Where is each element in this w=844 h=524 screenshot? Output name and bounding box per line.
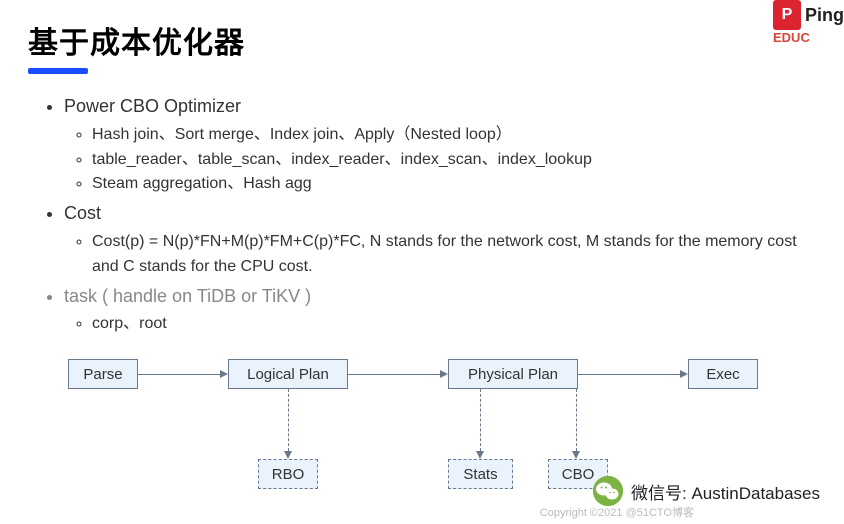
- arrow-head-icon: [680, 370, 688, 378]
- logo-text1: Ping: [805, 5, 844, 26]
- slide: P Ping EDUC 基于成本优化器 Power CBO Optimizer H…: [0, 0, 844, 524]
- flow-node-logical: Logical Plan: [228, 359, 348, 389]
- arrow-head-icon: [476, 451, 484, 459]
- wechat-id: AustinDatabases: [691, 484, 820, 503]
- sub-item: corp、root: [92, 312, 816, 337]
- title-underline: [28, 68, 88, 74]
- sub-item: Cost(p) = N(p)*FN+M(p)*FM+C(p)*FC, N sta…: [92, 230, 816, 280]
- bullet-label: Power CBO Optimizer: [64, 96, 241, 116]
- bullet-item: Cost Cost(p) = N(p)*FN+M(p)*FM+C(p)*FC, N…: [64, 199, 816, 279]
- arrow-head-icon: [572, 451, 580, 459]
- sub-item: table_reader、table_scan、index_reader、ind…: [92, 148, 816, 173]
- bullet-label: Cost: [64, 203, 101, 223]
- flow-edge: [578, 374, 680, 375]
- flow-edge: [348, 374, 440, 375]
- sub-item: Hash join、Sort merge、Index join、Apply（Ne…: [92, 123, 816, 148]
- arrow-head-icon: [440, 370, 448, 378]
- sub-list: Cost(p) = N(p)*FN+M(p)*FM+C(p)*FC, N sta…: [64, 230, 816, 280]
- wechat-prefix: 微信号:: [631, 484, 687, 503]
- wechat-footer: 微信号: AustinDatabases: [593, 476, 820, 506]
- logo-badge-icon: P: [773, 0, 801, 30]
- page-title: 基于成本优化器: [28, 18, 816, 62]
- flow-edge: [138, 374, 220, 375]
- flow-edge: [480, 389, 481, 451]
- sub-item: Steam aggregation、Hash agg: [92, 172, 816, 197]
- sub-list: corp、root: [64, 312, 816, 337]
- brand-logo: P Ping EDUC: [773, 0, 844, 45]
- arrow-head-icon: [284, 451, 292, 459]
- flow-edge: [288, 389, 289, 451]
- flow-node-rbo: RBO: [258, 459, 318, 489]
- copyright-text: Copyright ©2021 @51CTO博客: [540, 504, 694, 520]
- flow-node-stats: Stats: [448, 459, 513, 489]
- sub-list: Hash join、Sort merge、Index join、Apply（Ne…: [64, 123, 816, 197]
- flow-node-exec: Exec: [688, 359, 758, 389]
- logo-text2: EDUC: [773, 30, 810, 45]
- bullet-list: Power CBO Optimizer Hash join、Sort merge、…: [28, 92, 816, 337]
- bullet-item: Power CBO Optimizer Hash join、Sort merge、…: [64, 92, 816, 197]
- flow-edge: [576, 389, 577, 451]
- flow-node-physical: Physical Plan: [448, 359, 578, 389]
- arrow-head-icon: [220, 370, 228, 378]
- wechat-icon: [593, 476, 623, 506]
- bullet-label: task ( handle on TiDB or TiKV ): [64, 286, 311, 306]
- bullet-item: task ( handle on TiDB or TiKV ) corp、root: [64, 282, 816, 338]
- wechat-label: 微信号: AustinDatabases: [631, 479, 820, 504]
- flow-node-parse: Parse: [68, 359, 138, 389]
